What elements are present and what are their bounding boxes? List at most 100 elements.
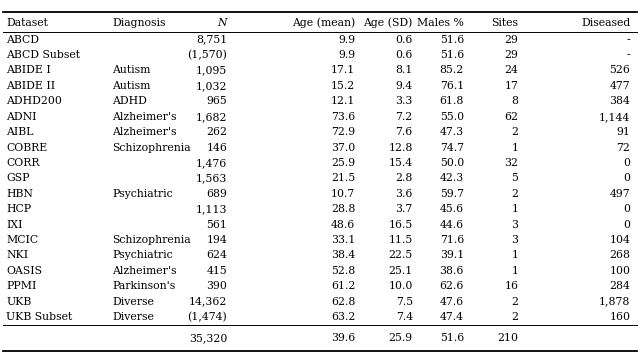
Text: IXI: IXI (6, 220, 23, 230)
Text: 72: 72 (616, 143, 630, 153)
Text: 25.9: 25.9 (388, 333, 413, 343)
Text: 11.5: 11.5 (388, 235, 413, 245)
Text: ABCD: ABCD (6, 35, 40, 45)
Text: 17.1: 17.1 (331, 65, 355, 76)
Text: 689: 689 (206, 189, 227, 199)
Text: Alzheimer's: Alzheimer's (112, 266, 177, 276)
Text: UKB: UKB (6, 297, 31, 307)
Text: Autism: Autism (112, 65, 150, 76)
Text: N: N (218, 18, 227, 28)
Text: Parkinson's: Parkinson's (112, 281, 175, 291)
Text: 561: 561 (206, 220, 227, 230)
Text: HCP: HCP (6, 204, 31, 214)
Text: 44.6: 44.6 (440, 220, 464, 230)
Text: ABIDE II: ABIDE II (6, 81, 56, 91)
Text: 415: 415 (207, 266, 227, 276)
Text: Age (SD): Age (SD) (364, 18, 413, 28)
Text: 1: 1 (511, 266, 518, 276)
Text: 1,563: 1,563 (196, 173, 227, 184)
Text: 33.1: 33.1 (331, 235, 355, 245)
Text: 8.1: 8.1 (396, 65, 413, 76)
Text: 14,362: 14,362 (189, 297, 227, 307)
Text: GSP: GSP (6, 173, 30, 184)
Text: 0: 0 (623, 158, 630, 168)
Text: 91: 91 (616, 127, 630, 137)
Text: UKB Subset: UKB Subset (6, 312, 73, 322)
Text: 10.0: 10.0 (388, 281, 413, 291)
Text: 47.6: 47.6 (440, 297, 464, 307)
Text: 1,113: 1,113 (196, 204, 227, 214)
Text: 51.6: 51.6 (440, 50, 464, 60)
Text: 55.0: 55.0 (440, 112, 464, 122)
Text: Dataset: Dataset (6, 18, 48, 28)
Text: 1,878: 1,878 (599, 297, 630, 307)
Text: Diverse: Diverse (112, 312, 154, 322)
Text: 12.1: 12.1 (331, 96, 355, 106)
Text: 104: 104 (609, 235, 630, 245)
Text: 50.0: 50.0 (440, 158, 464, 168)
Text: 62.6: 62.6 (440, 281, 464, 291)
Text: ADNI: ADNI (6, 112, 37, 122)
Text: PPMI: PPMI (6, 281, 36, 291)
Text: (1,474): (1,474) (188, 312, 227, 322)
Text: 384: 384 (609, 96, 630, 106)
Text: -: - (627, 35, 630, 45)
Text: Sites: Sites (492, 18, 518, 28)
Text: Alzheimer's: Alzheimer's (112, 112, 177, 122)
Text: 72.9: 72.9 (331, 127, 355, 137)
Text: Autism: Autism (112, 81, 150, 91)
Text: Diverse: Diverse (112, 297, 154, 307)
Text: 47.3: 47.3 (440, 127, 464, 137)
Text: 0.6: 0.6 (396, 50, 413, 60)
Text: 194: 194 (207, 235, 227, 245)
Text: 2: 2 (511, 127, 518, 137)
Text: Schizophrenia: Schizophrenia (112, 235, 191, 245)
Text: 100: 100 (609, 266, 630, 276)
Text: AIBL: AIBL (6, 127, 34, 137)
Text: 42.3: 42.3 (440, 173, 464, 184)
Text: 3: 3 (511, 235, 518, 245)
Text: 3: 3 (511, 220, 518, 230)
Text: 28.8: 28.8 (331, 204, 355, 214)
Text: 59.7: 59.7 (440, 189, 464, 199)
Text: 45.6: 45.6 (440, 204, 464, 214)
Text: 0: 0 (623, 173, 630, 184)
Text: 3.3: 3.3 (396, 96, 413, 106)
Text: 160: 160 (609, 312, 630, 322)
Text: 85.2: 85.2 (440, 65, 464, 76)
Text: 3.6: 3.6 (396, 189, 413, 199)
Text: 8: 8 (511, 96, 518, 106)
Text: ABCD Subset: ABCD Subset (6, 50, 81, 60)
Text: 9.4: 9.4 (396, 81, 413, 91)
Text: 1: 1 (511, 143, 518, 153)
Text: NKI: NKI (6, 251, 29, 261)
Text: 16.5: 16.5 (388, 220, 413, 230)
Text: 51.6: 51.6 (440, 35, 464, 45)
Text: OASIS: OASIS (6, 266, 42, 276)
Text: 63.2: 63.2 (331, 312, 355, 322)
Text: COBRE: COBRE (6, 143, 47, 153)
Text: 0: 0 (623, 220, 630, 230)
Text: 9.9: 9.9 (338, 35, 355, 45)
Text: 284: 284 (609, 281, 630, 291)
Text: 624: 624 (206, 251, 227, 261)
Text: 37.0: 37.0 (331, 143, 355, 153)
Text: 15.4: 15.4 (388, 158, 413, 168)
Text: ADHD: ADHD (112, 96, 147, 106)
Text: 2: 2 (511, 189, 518, 199)
Text: 1,682: 1,682 (196, 112, 227, 122)
Text: 390: 390 (206, 281, 227, 291)
Text: 268: 268 (609, 251, 630, 261)
Text: 16: 16 (504, 281, 518, 291)
Text: 7.2: 7.2 (396, 112, 413, 122)
Text: (1,570): (1,570) (188, 50, 227, 60)
Text: 1,032: 1,032 (196, 81, 227, 91)
Text: 1: 1 (511, 204, 518, 214)
Text: 29: 29 (504, 35, 518, 45)
Text: 965: 965 (207, 96, 227, 106)
Text: 51.6: 51.6 (440, 333, 464, 343)
Text: 7.5: 7.5 (396, 297, 413, 307)
Text: 262: 262 (206, 127, 227, 137)
Text: 39.6: 39.6 (331, 333, 355, 343)
Text: 38.4: 38.4 (331, 251, 355, 261)
